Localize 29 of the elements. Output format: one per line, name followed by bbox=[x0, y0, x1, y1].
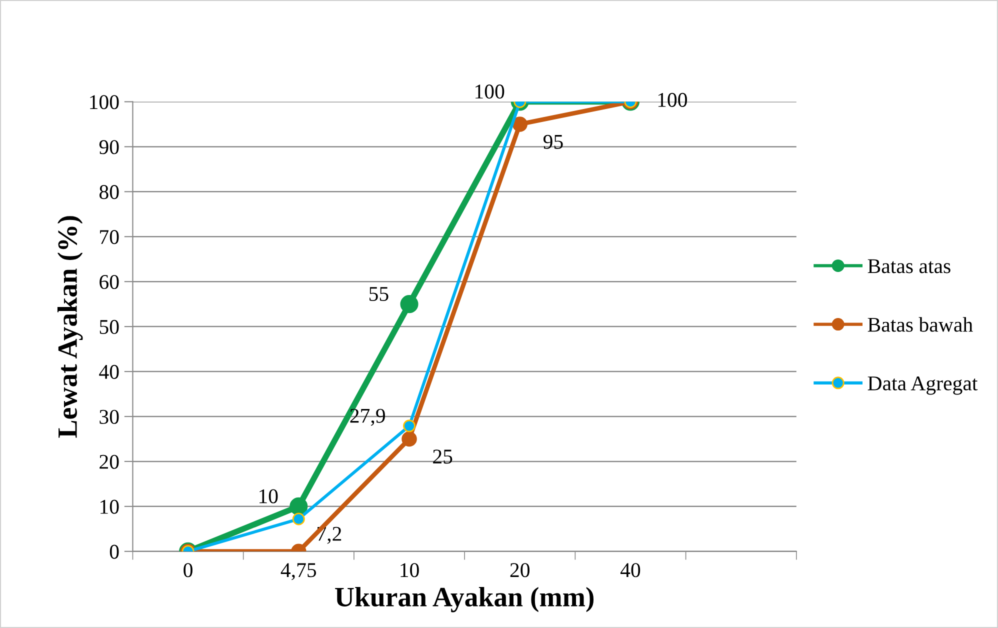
y-tick-label: 100 bbox=[90, 95, 119, 110]
y-tick-label: 10 bbox=[100, 500, 119, 514]
data-label: 10 bbox=[260, 489, 278, 504]
y-tick-label: 60 bbox=[100, 274, 119, 290]
x-tick-label: 20 bbox=[510, 563, 530, 578]
legend-label: Batas bawah bbox=[868, 317, 973, 332]
y-tick-label: 0 bbox=[110, 544, 119, 559]
point bbox=[400, 295, 418, 314]
data-label: 25 bbox=[433, 450, 452, 464]
y-axis-title: Lewat Ayakan (%) bbox=[57, 216, 83, 438]
y-tick-label: 50 bbox=[100, 320, 119, 334]
x-tick-label: 4,75 bbox=[280, 563, 316, 580]
x-tick-label: 40 bbox=[620, 563, 640, 578]
x-axis-title: Ukuran Ayakan (mm) bbox=[335, 586, 594, 612]
y-tick-label: 70 bbox=[100, 230, 119, 244]
legend-label: Data Agregat bbox=[868, 376, 978, 395]
y-tick-label: 20 bbox=[100, 454, 119, 469]
data-label: 27,9 bbox=[350, 408, 385, 426]
legend-label: Batas atas bbox=[868, 259, 950, 274]
data-label: 100 bbox=[658, 92, 687, 107]
y-tick-label: 40 bbox=[99, 364, 119, 379]
y-tick-label: 90 bbox=[99, 140, 119, 154]
y-tick-label: 30 bbox=[100, 410, 119, 424]
data-label: 55 bbox=[370, 287, 388, 301]
data-label: 100 bbox=[476, 84, 504, 99]
data-label: 95 bbox=[543, 134, 563, 149]
y-tick-label: 80 bbox=[100, 185, 119, 200]
x-tick-label: 0 bbox=[184, 563, 192, 578]
x-tick-label: 10 bbox=[400, 563, 419, 578]
